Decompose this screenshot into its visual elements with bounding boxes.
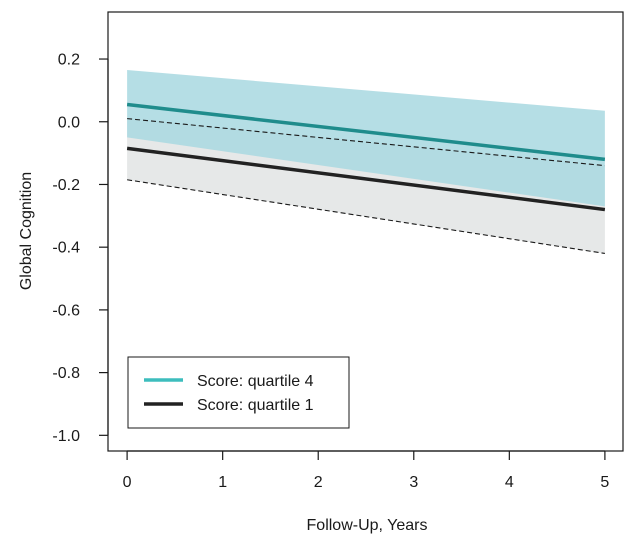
confidence-bands xyxy=(127,70,605,254)
series-line-quartile-1 xyxy=(126,146,606,212)
confidence-bound-lines xyxy=(127,118,605,254)
x-axis: 0 1 2 3 4 5 xyxy=(123,450,609,491)
y-tick-label: -0.4 xyxy=(52,240,80,257)
x-tick-label: 0 xyxy=(123,474,132,491)
y-tick-label: -0.8 xyxy=(52,365,80,382)
legend-box xyxy=(127,356,350,429)
legend: Score: quartile 4 Score: quartile 1 xyxy=(127,356,350,429)
y-tick-label: 0.2 xyxy=(58,52,80,69)
y-tick-label: -1.0 xyxy=(52,428,80,445)
y-axis: 0.2 0.0 -0.2 -0.4 -0.6 -0.8 -1.0 xyxy=(52,52,109,445)
y-axis-label: Global Cognition xyxy=(18,172,35,290)
x-tick-label: 3 xyxy=(409,474,418,491)
legend-label-quartile-4: Score: quartile 4 xyxy=(197,373,314,390)
ci-upper-bound-quartile-1 xyxy=(127,118,605,167)
x-axis-label: Follow-Up, Years xyxy=(307,517,428,534)
x-tick-label: 1 xyxy=(218,474,227,491)
y-tick-label: 0.0 xyxy=(58,114,80,131)
legend-label-quartile-1: Score: quartile 1 xyxy=(197,397,314,414)
ci-lower-bound-quartile-1 xyxy=(127,179,605,254)
y-tick-label: -0.2 xyxy=(52,177,80,194)
x-tick-label: 5 xyxy=(600,474,609,491)
x-tick-label: 4 xyxy=(505,474,514,491)
series-line-quartile-4 xyxy=(126,102,606,162)
ci-band-quartile-4 xyxy=(127,70,605,207)
x-tick-label: 2 xyxy=(314,474,323,491)
series-lines xyxy=(126,102,606,212)
y-tick-label: -0.6 xyxy=(52,302,80,319)
